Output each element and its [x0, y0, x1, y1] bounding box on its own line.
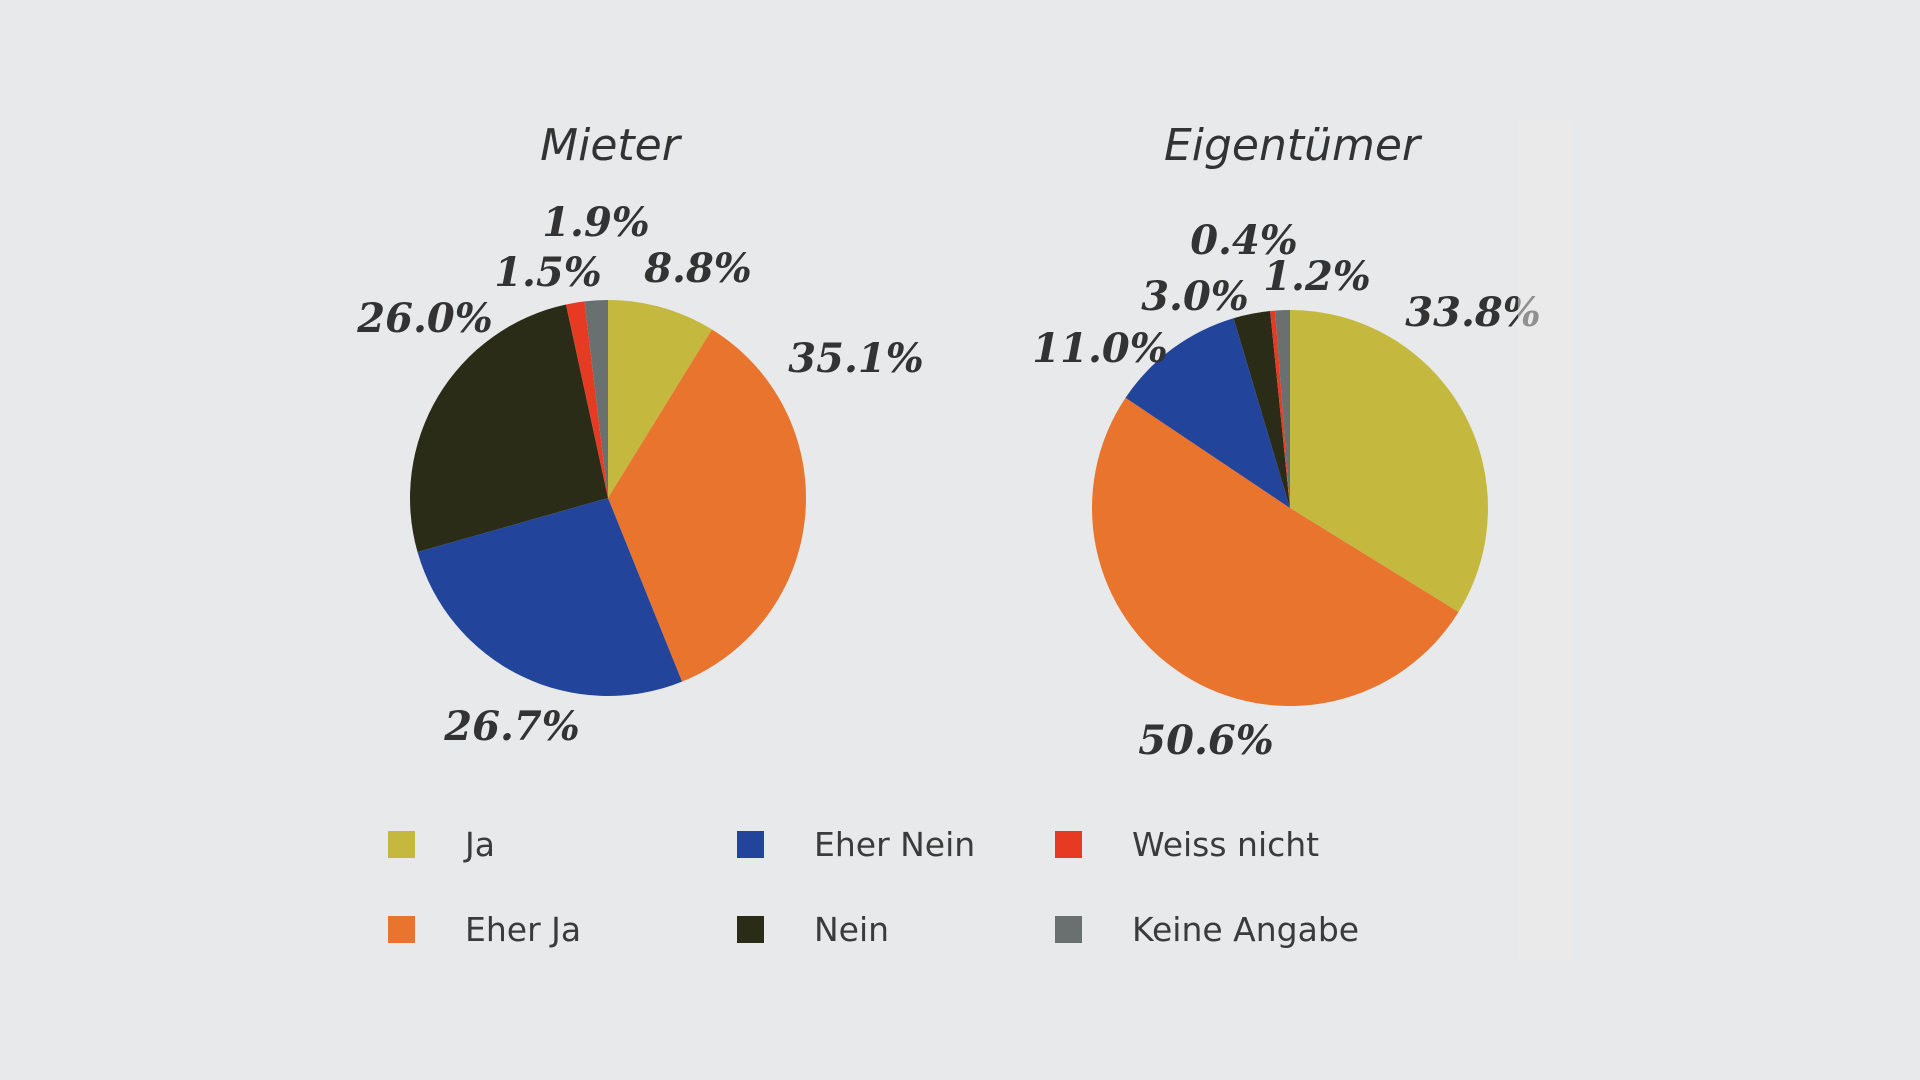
- pie-slice-mieter-keine-angabe: [584, 300, 608, 498]
- pie-slice-eigentuemer-ja: [1290, 310, 1488, 612]
- data-label-eigentuemer-eher-nein: 11.0%: [1032, 325, 1167, 372]
- legend-label-nein: Nein: [814, 909, 890, 949]
- legend-swatch-eher-nein: [737, 830, 764, 858]
- data-label-eigentuemer-keine-angabe: 1.2%: [1263, 253, 1371, 300]
- data-label-mieter-eher-nein: 26.7%: [443, 703, 579, 750]
- legend-swatch-nein: [737, 915, 764, 943]
- chart-title-eigentuemer: Eigentümer: [1164, 120, 1423, 171]
- pie-slice-eigentuemer-weiss-nicht: [1270, 310, 1290, 508]
- data-label-mieter-nein: 26.0%: [356, 295, 492, 342]
- pie-slice-mieter-eher-nein: [417, 498, 683, 697]
- data-label-eigentuemer-weiss-nicht: 0.4%: [1190, 217, 1298, 264]
- legend-swatch-weiss-nicht: [1055, 830, 1082, 858]
- legend-label-weiss-nicht: Weiss nicht: [1132, 824, 1320, 864]
- pie-slice-mieter-weiss-nicht: [566, 301, 608, 498]
- pie-slice-mieter-ja: [608, 300, 712, 498]
- data-label-mieter-eher-ja: 35.1%: [788, 335, 923, 382]
- pie-slice-eigentuemer-eher-ja: [1092, 397, 1459, 706]
- pie-slice-mieter-nein: [409, 304, 608, 553]
- pie-slice-mieter-eher-ja: [608, 329, 806, 682]
- pie-chart-mieter: Mieter 8.8% 35.1% 26.7% 26.0%1.5%1.9%: [356, 120, 923, 750]
- legend-item-keine-angabe: Keine Angabe: [1055, 907, 1359, 951]
- legend-swatch-keine-angabe: [1055, 915, 1082, 943]
- data-label-mieter-ja: 8.8%: [643, 245, 752, 292]
- legend-label-keine-angabe: Keine Angabe: [1132, 909, 1360, 949]
- legend-item-ja: Ja: [388, 822, 495, 866]
- data-label-eigentuemer-eher-ja: 50.6%: [1138, 717, 1273, 764]
- legend-swatch-eher-ja: [388, 915, 415, 943]
- pie-slice-eigentuemer-nein: [1233, 310, 1290, 508]
- chart-title-mieter: Mieter: [540, 120, 683, 171]
- pie-slice-eigentuemer-eher-nein: [1125, 318, 1290, 508]
- data-label-mieter-keine-angabe: 1.9%: [542, 199, 650, 246]
- legend-label-ja: Ja: [465, 824, 495, 864]
- legend-item-eher-nein: Eher Nein: [737, 822, 975, 866]
- watermark-decoration: [1518, 120, 1572, 960]
- legend: Ja Eher Ja Eher Nein Nein Weiss nicht Ke…: [388, 822, 1438, 962]
- legend-item-nein: Nein: [737, 907, 889, 951]
- legend-label-eher-nein: Eher Nein: [814, 824, 976, 864]
- data-label-eigentuemer-nein: 3.0%: [1141, 273, 1249, 320]
- legend-swatch-ja: [388, 830, 415, 858]
- data-label-mieter-weiss-nicht: 1.5%: [494, 249, 602, 296]
- legend-item-eher-ja: Eher Ja: [388, 907, 581, 951]
- legend-label-eher-ja: Eher Ja: [465, 909, 582, 949]
- pie-slice-eigentuemer-keine-angabe: [1275, 310, 1290, 508]
- legend-item-weiss-nicht: Weiss nicht: [1055, 822, 1319, 866]
